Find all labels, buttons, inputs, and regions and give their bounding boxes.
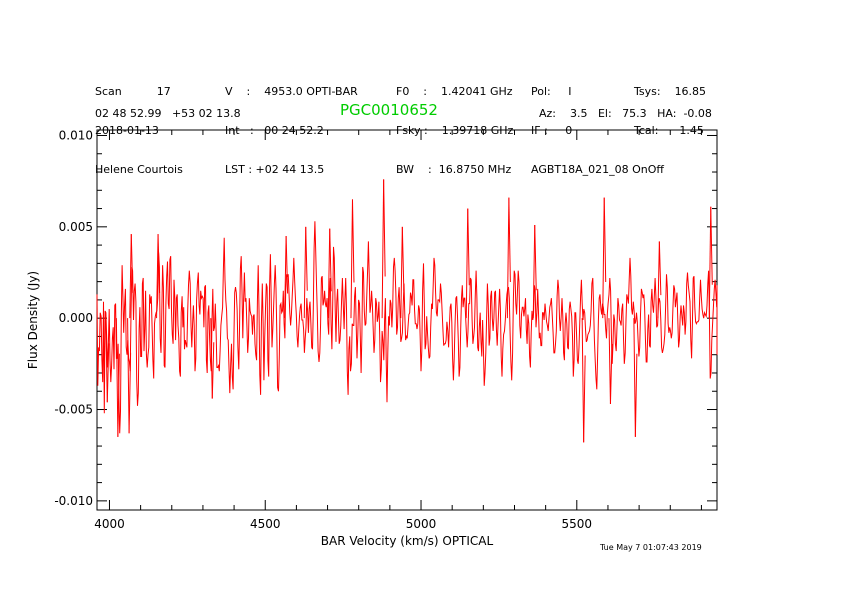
spectrum-spike [303,226,307,319]
spectrum-spike [351,199,355,283]
spectrum-spike [350,199,353,319]
header-scan-info: Scan 17 2018-01-13 Helene Courtois [95,59,183,189]
x-tick-label: 5500 [562,517,593,531]
spectrum-spike [115,318,119,437]
y-axis-title: Flux Density (Jy) [26,271,40,369]
spectrum-spike [465,208,469,319]
header-project: AGBT18A_021_08 OnOff [531,163,664,176]
spectrum-spike [710,206,713,285]
spectrum-spike [284,235,287,319]
x-axis-title: BAR Velocity (km/s) OPTICAL [321,534,494,548]
spectrum-spike [383,179,386,277]
plot-frame [96,129,718,511]
spectrum-spike [329,228,332,292]
x-tick-label: 4000 [94,517,125,531]
spectrum-spike [506,197,510,319]
spectrum-spike [603,197,607,283]
header-scan: Scan 17 [95,85,171,98]
spectrum-spike [581,318,585,443]
spectrum-spike [128,352,132,434]
header-frequency-info: F0 : 1.42041 GHz Fsky : 1.39718 GHz BW :… [396,59,513,189]
spectrum-spike [105,318,108,403]
spectrum-spike [467,208,470,286]
y-tick-label: -0.005 [54,403,93,417]
spectrum-spike [127,318,130,434]
spectrum-spike [583,355,586,443]
y-tick-label: 0.005 [59,220,93,234]
spectrum-spike [129,234,132,319]
y-tick-label: 0.010 [59,128,93,142]
spectrum-spike [381,179,385,319]
spectrum-spike [657,241,660,319]
spectrum-spike [285,235,289,294]
header-pointing: Az: 3.5 El: 75.3 HA: -0.08 [539,107,712,120]
y-tick-label: 0.000 [59,311,93,325]
spectrum-spike [305,226,308,291]
spectrum-spike [117,353,120,437]
spectrum-spike [708,206,712,319]
spectrum-spike [609,343,613,405]
header-pol: Pol: I [531,85,572,98]
y-tick-label: -0.010 [54,494,93,508]
spectrum-spike [534,224,537,291]
object-name: PGC0010652 [340,101,438,119]
series-group [96,179,718,443]
header-f0: F0 : 1.42041 GHz [396,85,513,98]
spectrum-spike [401,226,405,291]
header-coords: 02 48 52.99 +53 02 13.8 [95,107,241,120]
x-tick-label: 4500 [250,517,281,531]
spectrum-spike [130,234,134,293]
spectrum-spike [658,241,662,296]
spectrum-line [96,221,718,434]
spectrum-spike [211,342,215,399]
axis-tick-labels: 4000 4500 5000 5500 0.010 0.005 0.000 -0.005 -0.… [54,128,592,531]
x-tick-label: 5000 [406,517,437,531]
spectrum-spike [633,318,636,437]
spectrum-spike [157,234,161,293]
spectrum-spike [327,228,331,319]
spectrum-spike [608,318,611,405]
timestamp: Tue May 7 01:07:43 2019 [600,543,702,552]
header-tsys: Tsys: 16.85 [634,85,707,98]
header-bw: BW : 16.8750 MHz [396,163,512,176]
spectrum-spike [602,197,605,319]
spectrum-spike [508,197,511,283]
axis-ticks [97,130,717,510]
spectrum-spike [634,353,638,437]
header-lst: LST : +02 44 13.5 [225,163,325,176]
spectrum-spike [210,318,213,399]
spectrum-spike [156,234,159,319]
spectrum-spike [532,224,536,319]
spectrum-spike [400,226,403,319]
spectrum-spike [106,343,110,403]
header-observer: Helene Courtois [95,163,183,176]
header-velocity: V : 4953.0 OPTI-BAR [225,85,358,98]
